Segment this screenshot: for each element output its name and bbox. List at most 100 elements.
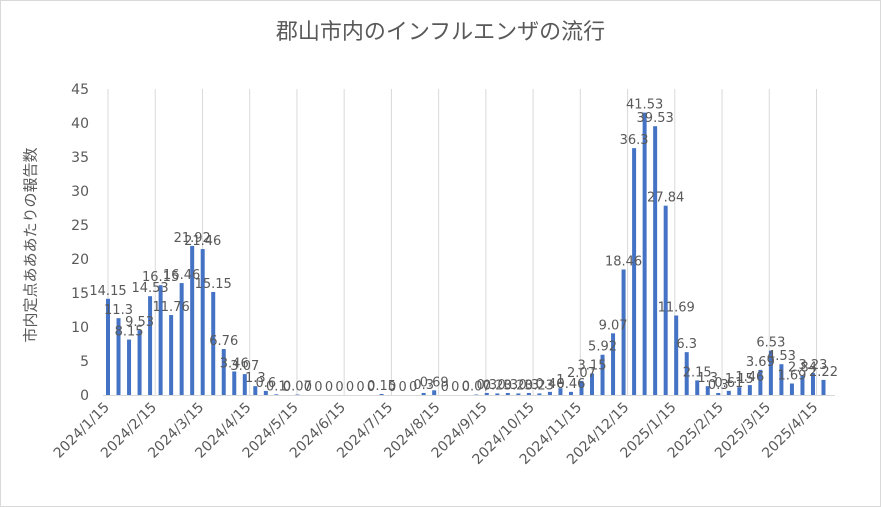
data-label: 9.53: [125, 315, 154, 330]
data-label: 2.84: [788, 361, 817, 376]
bar: [221, 349, 226, 395]
data-label: 3.69: [746, 355, 775, 370]
bar: [558, 388, 563, 395]
data-label: 1: [556, 373, 564, 388]
data-label: 39.53: [637, 111, 674, 126]
data-label: 3.07: [230, 359, 259, 374]
bar: [642, 112, 647, 395]
data-label: 0.69: [420, 375, 449, 390]
bar: [169, 315, 174, 395]
bar: [590, 373, 595, 395]
bar: [705, 386, 710, 395]
data-label: 0.07: [283, 380, 312, 395]
bar: [737, 387, 742, 395]
bar: [127, 339, 132, 395]
data-label: 0.46: [535, 377, 564, 392]
data-label: 0: [346, 380, 354, 395]
bar: [653, 126, 658, 396]
bar: [516, 393, 521, 395]
bar: [663, 205, 668, 395]
data-label: 1.15: [725, 372, 754, 387]
bar: [537, 393, 542, 395]
data-label: 0.15: [367, 379, 396, 394]
y-tick-label: 20: [71, 252, 89, 268]
bar: [253, 386, 258, 395]
data-label: 41.53: [626, 98, 663, 113]
data-label: 0: [314, 380, 322, 395]
data-label: 0: [409, 380, 417, 395]
data-label: 0.1: [266, 379, 287, 394]
bar: [137, 330, 142, 395]
y-tick-label: 35: [71, 150, 89, 166]
data-label: 0.23: [483, 378, 512, 393]
data-label: 0: [283, 380, 291, 395]
bar: [421, 392, 426, 395]
data-label: 0: [388, 380, 396, 395]
data-label: 11.76: [153, 300, 190, 315]
data-label: 1.69: [777, 369, 806, 384]
data-label: 11.69: [658, 301, 695, 316]
data-label: 0.46: [556, 377, 585, 392]
data-label: 16.15: [142, 270, 179, 285]
data-label: 2.07: [567, 366, 596, 381]
data-label: 0: [398, 380, 406, 395]
y-tick-label: 25: [71, 218, 89, 234]
y-tick-label: 15: [71, 286, 89, 302]
data-label: 15.15: [195, 277, 232, 292]
bar: [495, 393, 500, 395]
data-label: 0.3: [476, 378, 497, 393]
data-label: 14.53: [131, 281, 168, 296]
bar: [600, 354, 605, 395]
bar: [621, 269, 626, 395]
data-label: 0: [325, 380, 333, 395]
bar: [800, 375, 805, 395]
data-label: 14.15: [89, 284, 126, 299]
data-label: 6.53: [756, 336, 785, 351]
data-label: 0: [451, 380, 459, 395]
data-label: 3.46: [220, 356, 249, 371]
data-label: 6.76: [209, 334, 238, 349]
bar: [695, 380, 700, 395]
bar: [579, 380, 584, 395]
data-label: 0: [304, 380, 312, 395]
data-label: 3.15: [578, 359, 607, 374]
data-label: 0: [441, 380, 449, 395]
bar: [263, 390, 268, 395]
bar: [179, 283, 184, 395]
data-label: 21.92: [174, 231, 211, 246]
y-tick-label: 10: [71, 320, 89, 336]
bar: [200, 249, 205, 395]
bar: [789, 383, 794, 395]
bar: [526, 392, 531, 395]
bar: [232, 371, 237, 395]
bar: [779, 364, 784, 395]
bar: [747, 385, 752, 395]
bar: [190, 245, 195, 395]
data-label: 18.46: [605, 254, 642, 269]
bar: [242, 374, 247, 395]
bar: [106, 298, 110, 395]
data-label: 0: [335, 380, 343, 395]
data-label: 6.3: [676, 337, 697, 352]
data-label: 11.3: [104, 303, 133, 318]
bar: [547, 391, 552, 395]
bar: [758, 369, 763, 395]
bar: [505, 392, 510, 395]
y-tick-label: 5: [80, 354, 89, 370]
data-label: 8.15: [115, 325, 144, 340]
data-label: 0: [462, 380, 470, 395]
bar: [810, 373, 815, 395]
bar: [674, 315, 679, 395]
data-label: 0.23: [525, 378, 554, 393]
data-label: 0.23: [504, 378, 533, 393]
bar: [211, 291, 216, 395]
data-label: 2.15: [683, 365, 712, 380]
bar: [632, 148, 637, 395]
bar: [274, 394, 279, 395]
data-label: 0: [367, 380, 375, 395]
bar: [568, 391, 573, 395]
data-label: 21.46: [184, 234, 221, 249]
data-label: 4.53: [767, 349, 796, 364]
data-label: 0.3: [708, 378, 729, 393]
